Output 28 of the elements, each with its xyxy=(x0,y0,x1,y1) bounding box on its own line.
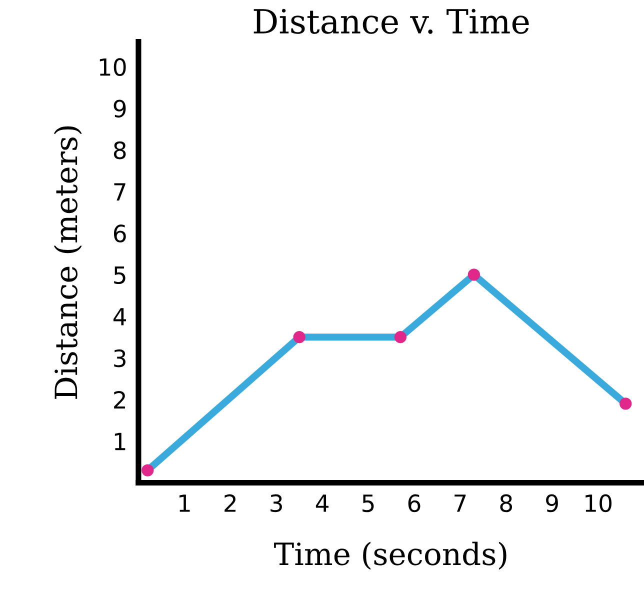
x-tick-label: 1 xyxy=(180,494,190,512)
point xyxy=(620,398,632,410)
point xyxy=(394,331,406,344)
y-tick-label: 2 xyxy=(114,390,125,409)
y-tick-label: 7 xyxy=(114,183,126,200)
x-tick-label: 9 xyxy=(546,494,558,512)
y-axis-title: Distance (meters) xyxy=(54,126,82,399)
x-tick-label: 3 xyxy=(270,494,282,512)
x-tick-label: 7 xyxy=(454,494,466,512)
point xyxy=(468,268,480,281)
point xyxy=(142,464,154,476)
x-tick-label: 2 xyxy=(224,494,236,512)
point xyxy=(293,331,306,344)
y-tick-label: 5 xyxy=(114,266,126,284)
x-tick-label: 8 xyxy=(500,494,512,512)
x-tick-label: 10 xyxy=(586,494,612,512)
x-tick-label: 6 xyxy=(408,494,420,512)
y-tick-label: 4 xyxy=(113,308,126,326)
chart-title: Distance v. Time xyxy=(254,8,529,34)
y-tick-label: 1 xyxy=(114,432,126,450)
x-tick-label: 5 xyxy=(362,494,374,512)
y-tick-label: 3 xyxy=(114,349,126,368)
x-axis-title: Time (seconds) xyxy=(274,542,506,570)
y-tick-label: 8 xyxy=(114,141,126,160)
y-tick-label: 6 xyxy=(114,224,126,242)
x-tick-label: 4 xyxy=(316,494,328,512)
y-tick-label: 10 xyxy=(100,58,126,76)
y-tick-label: 9 xyxy=(114,100,126,118)
